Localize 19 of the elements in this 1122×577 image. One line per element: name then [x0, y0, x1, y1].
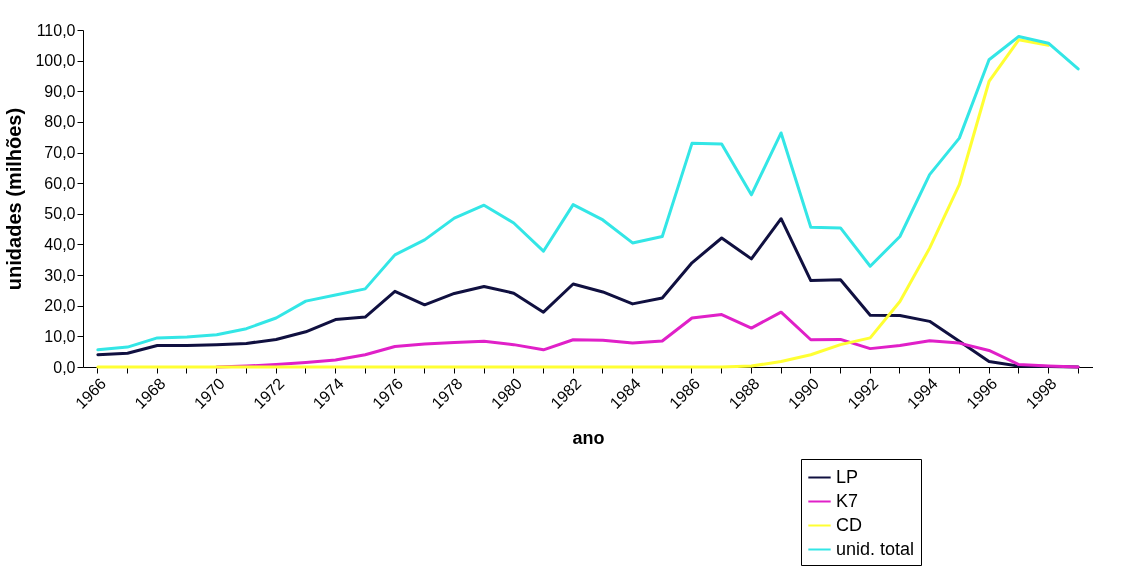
legend-label: unid. total	[836, 538, 915, 559]
y-tick-label: 30,0	[44, 266, 76, 284]
y-tick-label: 90,0	[44, 82, 76, 100]
line-series	[215, 310, 1080, 369]
y-tick-label: 40,0	[44, 235, 76, 253]
y-tick-label: 60,0	[44, 174, 76, 192]
y-tick-label: 50,0	[44, 205, 76, 223]
y-tick-label: 70,0	[44, 144, 76, 162]
legend-label: K7	[836, 490, 859, 511]
y-tick-label: 20,0	[44, 297, 76, 315]
y-tick-label: 100,0	[35, 52, 76, 70]
y-tick-label: 10,0	[44, 327, 76, 345]
y-tick-label: 80,0	[44, 113, 76, 131]
x-axis-title: ano	[572, 427, 605, 448]
legend-label: LP	[836, 466, 859, 487]
y-tick-label: 110,0	[36, 21, 76, 39]
y-tick-label: 0,0	[53, 358, 76, 376]
legend-label: CD	[836, 514, 862, 535]
y-axis-title: unidades (milhões)	[3, 107, 26, 291]
